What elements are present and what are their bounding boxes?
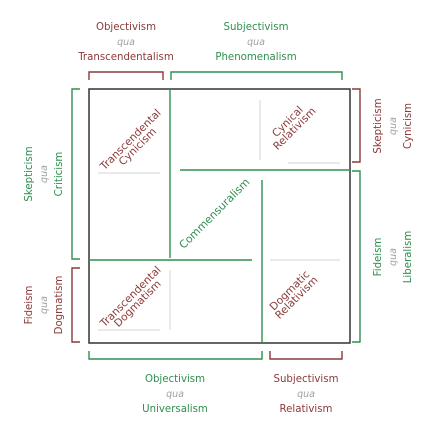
label-left-upper-line1: Skepticism — [24, 146, 35, 201]
label-bottom-left-line1: Objectivism — [145, 374, 205, 385]
bracket-bottom-left — [88, 351, 263, 360]
label-left-upper-line3: Criticism — [54, 152, 65, 197]
label-bottom-left-line3: Universalism — [142, 404, 208, 415]
label-bottom-left-qua: qua — [166, 389, 184, 400]
label-right-lower-qua: qua — [388, 248, 399, 266]
label-top-right-line1: Subjectivism — [223, 22, 288, 33]
label-top-right: Subjectivism qua Phenomenalism — [215, 22, 296, 63]
cell-bottom-right: Dogmatic Relativism — [268, 268, 321, 321]
label-bottom-left: Objectivism qua Universalism — [142, 374, 208, 415]
bracket-bottom-right — [269, 351, 343, 360]
label-top-left-line3: Transcendentalism — [77, 52, 174, 63]
bracket-left-lower — [71, 267, 80, 343]
label-left-lower-line3: Dogmatism — [54, 276, 65, 335]
outer-frame — [88, 88, 351, 344]
cell-bottom-left-line1: Transcendental — [97, 264, 163, 330]
bracket-top-right — [170, 71, 343, 80]
label-right-upper-line1: Skepticism — [373, 98, 384, 153]
label-top-right-line3: Phenomenalism — [215, 52, 296, 63]
label-right-upper: Skepticism qua Cynicism — [373, 98, 414, 153]
label-left-upper-qua: qua — [39, 165, 50, 183]
label-bottom-right-qua: qua — [297, 389, 315, 400]
bracket-right-lower — [352, 170, 361, 343]
label-top-left-line1: Objectivism — [96, 22, 156, 33]
cell-top-left: Transcendental Cynicism — [97, 107, 163, 173]
faint-ticks — [98, 100, 340, 331]
label-left-lower: Fideism qua Dogmatism — [24, 276, 65, 335]
label-left-lower-line1: Fideism — [24, 286, 35, 325]
inner-lines — [89, 89, 350, 343]
label-right-lower: Fideism qua Liberalism — [373, 231, 414, 284]
label-top-left-qua: qua — [117, 37, 135, 48]
label-bottom-right-line3: Relativism — [280, 404, 333, 415]
label-right-lower-line1: Fideism — [373, 238, 384, 277]
label-bottom-right-line1: Subjectivism — [273, 374, 338, 385]
label-left-lower-qua: qua — [39, 296, 50, 314]
bracket-left-upper — [71, 88, 80, 260]
bracket-right-upper — [352, 88, 361, 163]
center-label-commensuralism: Commensuralism — [177, 176, 253, 252]
cell-top-right: Cynical Relativism — [270, 104, 319, 153]
label-top-left: Objectivism qua Transcendentalism — [77, 22, 174, 63]
cell-bottom-left: Transcendental Dogmatism — [97, 264, 163, 330]
label-left-upper: Skepticism qua Criticism — [24, 146, 65, 201]
label-right-upper-qua: qua — [388, 117, 399, 135]
label-top-right-qua: qua — [247, 37, 265, 48]
label-right-upper-line3: Cynicism — [403, 103, 414, 149]
label-right-lower-line3: Liberalism — [403, 231, 414, 284]
bracket-top-left — [88, 71, 164, 80]
label-bottom-right: Subjectivism qua Relativism — [273, 374, 338, 415]
cell-top-left-line1: Transcendental — [97, 107, 163, 173]
